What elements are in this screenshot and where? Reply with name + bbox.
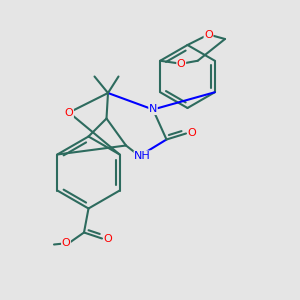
Text: NH: NH <box>134 151 151 161</box>
Text: O: O <box>188 128 196 139</box>
Text: O: O <box>204 29 213 40</box>
Text: O: O <box>61 238 70 248</box>
Text: O: O <box>103 233 112 244</box>
Text: O: O <box>64 107 74 118</box>
Text: O: O <box>177 59 186 69</box>
Text: N: N <box>149 104 157 115</box>
